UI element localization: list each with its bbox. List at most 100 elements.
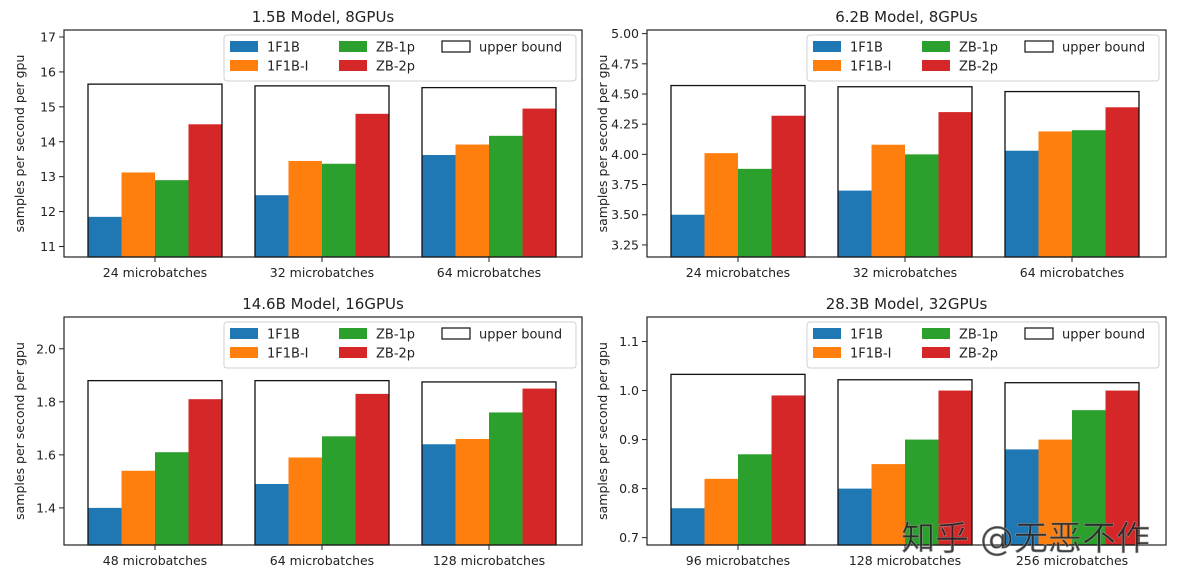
- legend-swatch-upper-bound: [1024, 40, 1054, 53]
- legend-box: [223, 321, 577, 369]
- y-tick-label: 4.75: [611, 56, 639, 71]
- bar-zb-2p-1: [188, 124, 222, 258]
- legend-label: 1F1B-I: [850, 347, 891, 362]
- bar-1f1b-3: [422, 444, 456, 545]
- y-tick-label: 1.1: [619, 334, 639, 349]
- legend-swatch-upper-bound: [441, 327, 471, 340]
- y-tick-label: 3.50: [611, 207, 639, 222]
- chart-panel-4: 28.3B Model, 32GPUs samples per second pe…: [595, 295, 1167, 568]
- plot-frame: [63, 316, 583, 546]
- legend-label: upper bound: [479, 41, 562, 56]
- bar-1f1b-i-1: [704, 153, 738, 257]
- bar-1f1b-i-3: [1038, 131, 1072, 257]
- chart-panel-3: 14.6B Model, 16GPUs samples per second pe…: [12, 295, 583, 568]
- x-tick-label: 32 microbatches: [270, 265, 374, 280]
- x-tick-label: 24 microbatches: [686, 265, 790, 280]
- legend-swatch-zb-2p: [339, 347, 367, 358]
- x-tick-label: 48 microbatches: [103, 553, 207, 568]
- legend-label: 1F1B: [267, 328, 300, 343]
- bar-1f1b-i-1: [121, 172, 155, 257]
- legend-label: ZB-2p: [959, 347, 998, 362]
- legend-label: upper bound: [1062, 328, 1145, 343]
- legend-label: 1F1B-I: [267, 347, 308, 362]
- y-tick-label: 2.0: [36, 341, 56, 356]
- bar-zb-1p-2: [905, 439, 939, 545]
- x-tick-label: 64 microbatches: [1020, 265, 1124, 280]
- bar-1f1b-3: [422, 155, 456, 257]
- y-tick-label: 13: [40, 169, 56, 184]
- y-tick-label: 15: [40, 99, 56, 114]
- bar-zb-2p-2: [355, 393, 389, 545]
- legend-label: 1F1B: [850, 328, 883, 343]
- bar-zb-2p-3: [1105, 107, 1139, 257]
- bar-zb-1p-1: [738, 454, 772, 545]
- legend-swatch-zb-1p: [922, 41, 950, 52]
- x-tick-label: 24 microbatches: [103, 265, 207, 280]
- legend-label: ZB-1p: [959, 328, 998, 343]
- bar-1f1b-i-2: [288, 160, 322, 257]
- bar-1f1b-1: [88, 507, 122, 545]
- y-axis-label: samples per second per gpu: [595, 342, 610, 520]
- bar-zb-2p-3: [1105, 390, 1139, 545]
- bar-1f1b-2: [838, 488, 872, 545]
- chart-title: 14.6B Model, 16GPUs: [242, 295, 404, 313]
- x-tick-label: 128 microbatches: [849, 553, 961, 568]
- bar-zb-1p-2: [322, 436, 356, 545]
- bar-zb-1p-3: [489, 412, 523, 545]
- y-tick-label: 16: [40, 64, 56, 79]
- bar-1f1b-i-3: [455, 144, 489, 257]
- bar-zb-1p-3: [1072, 130, 1106, 257]
- legend: 1F1B 1F1B-I ZB-1p ZB-2p upper bound: [223, 321, 577, 369]
- legend-swatch-zb-1p: [339, 328, 367, 339]
- legend-label: ZB-2p: [376, 347, 415, 362]
- legend-swatch-1f1b: [230, 328, 258, 339]
- bar-1f1b-1: [671, 508, 705, 545]
- chart-title: 6.2B Model, 8GPUs: [835, 8, 978, 26]
- plot-frame: [63, 29, 583, 258]
- bar-zb-2p-2: [355, 113, 389, 257]
- legend-label: ZB-2p: [959, 60, 998, 75]
- y-tick-label: 3.25: [611, 237, 639, 252]
- y-tick-label: 4.25: [611, 117, 639, 132]
- legend-swatch-1f1b-i: [813, 60, 841, 71]
- legend: 1F1B 1F1B-I ZB-1p ZB-2p upper bound: [806, 321, 1160, 369]
- legend-label: ZB-1p: [376, 41, 415, 56]
- bar-1f1b-i-1: [121, 470, 155, 545]
- legend: 1F1B 1F1B-I ZB-1p ZB-2p upper bound: [806, 34, 1160, 82]
- chart-panel-1: 1.5B Model, 8GPUs samples per second per …: [12, 8, 583, 280]
- legend-swatch-zb-1p: [922, 328, 950, 339]
- bar-zb-2p-1: [771, 395, 805, 545]
- x-tick-label: 64 microbatches: [270, 553, 374, 568]
- legend: 1F1B 1F1B-I ZB-1p ZB-2p upper bound: [223, 34, 577, 82]
- legend-label: upper bound: [479, 328, 562, 343]
- bar-1f1b-i-2: [288, 457, 322, 545]
- bar-zb-2p-2: [938, 390, 972, 545]
- y-axis-label: samples per second per gpu: [12, 342, 27, 520]
- legend-swatch-1f1b: [230, 41, 258, 52]
- y-tick-label: 12: [40, 204, 56, 219]
- legend-label: 1F1B: [850, 41, 883, 56]
- legend-swatch-1f1b-i: [230, 347, 258, 358]
- legend-box: [223, 34, 577, 82]
- bar-zb-2p-3: [522, 388, 556, 545]
- bar-1f1b-1: [671, 214, 705, 257]
- bar-1f1b-i-3: [1038, 439, 1072, 545]
- legend-label: ZB-2p: [376, 60, 415, 75]
- legend-swatch-upper-bound: [441, 40, 471, 53]
- y-tick-label: 1.4: [36, 500, 56, 515]
- plot-frame: [646, 29, 1167, 258]
- y-tick-label: 4.50: [611, 86, 639, 101]
- bar-1f1b-i-2: [871, 144, 905, 257]
- x-tick-label: 128 microbatches: [433, 553, 545, 568]
- bar-1f1b-3: [1005, 449, 1039, 545]
- y-tick-label: 0.9: [619, 432, 639, 447]
- y-axis-label: samples per second per gpu: [12, 55, 27, 233]
- y-tick-label: 0.8: [619, 481, 639, 496]
- bar-zb-2p-1: [771, 115, 805, 257]
- y-tick-label: 0.7: [619, 530, 639, 545]
- legend-swatch-1f1b-i: [230, 60, 258, 71]
- y-axis-label: samples per second per gpu: [595, 55, 610, 233]
- y-tick-label: 5.00: [611, 26, 639, 41]
- legend-label: ZB-1p: [376, 328, 415, 343]
